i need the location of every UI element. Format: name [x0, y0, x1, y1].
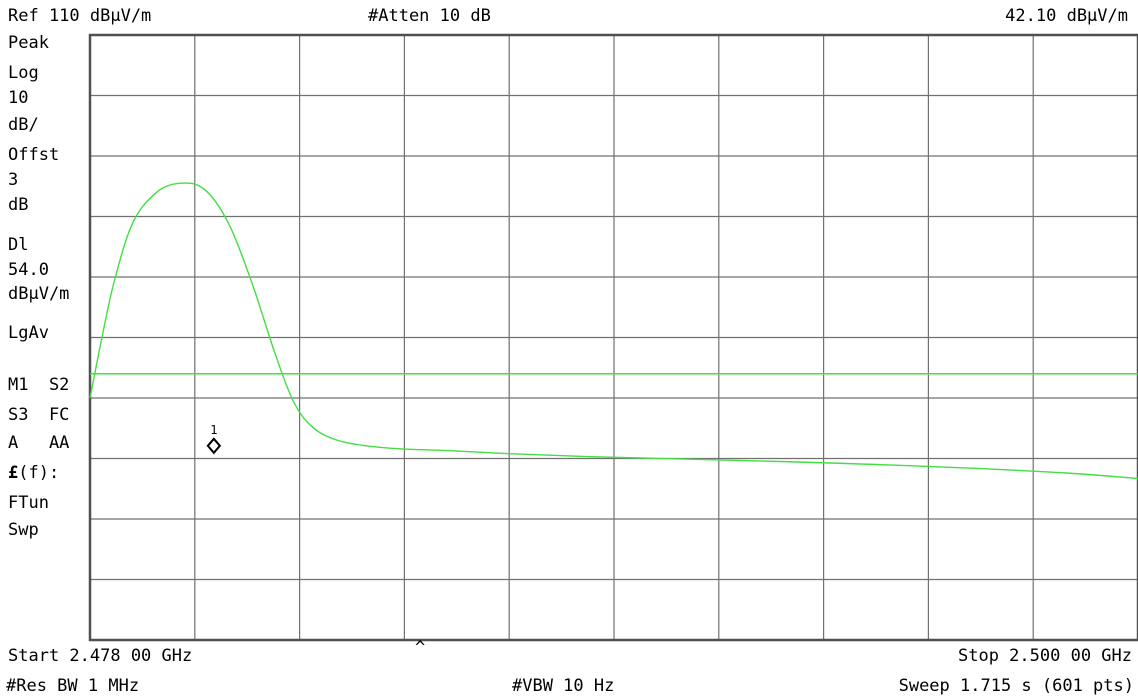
stop-frequency: Stop 2.500 00 GHz	[958, 646, 1132, 666]
resolution-bandwidth: #Res BW 1 MHz	[6, 676, 140, 696]
scale-type-label: Log	[8, 63, 39, 83]
video-bandwidth: #VBW 10 Hz	[512, 676, 615, 696]
offset-unit: dB	[8, 195, 29, 215]
display-line-unit: dBμV/m	[8, 284, 70, 304]
scale-unit: dB/	[8, 115, 39, 135]
display-line-value: 54.0	[8, 260, 49, 280]
average-mode-label: LgAv	[8, 323, 49, 343]
start-frequency: Start 2.478 00 GHz	[8, 646, 193, 666]
marker-1-label: 1	[210, 423, 217, 437]
attenuation-label: #Atten 10 dB	[368, 6, 491, 26]
sweep-time: Sweep 1.715 s (601 pts)	[898, 676, 1134, 696]
ftun-label: FTun	[8, 493, 49, 513]
marker-readout: 42.10 dBμV/m	[1005, 6, 1128, 26]
center-marker-caret: ^	[415, 638, 426, 658]
function-suffix: (f):	[18, 463, 60, 483]
offset-value: 3	[8, 170, 19, 190]
trace-flags-row-2: S3 FC	[8, 405, 70, 425]
detector-label: Peak	[8, 33, 49, 53]
sweep-mode-label: Swp	[8, 520, 39, 540]
ref-level-label: Ref 110 dBμV/m	[8, 6, 152, 26]
function-label: £(f):	[8, 463, 59, 483]
spectrum-trace	[89, 182, 1138, 480]
scale-value: 10	[8, 88, 29, 108]
display-line-label: Dl	[8, 235, 29, 255]
offset-label: Offst	[8, 145, 60, 165]
function-symbol: £	[8, 463, 19, 483]
marker-1-diamond	[206, 437, 222, 455]
trace-flags-row-1: M1 S2	[8, 375, 70, 395]
plot-frame	[88, 33, 1138, 642]
trace-flags-row-3: A AA	[8, 433, 70, 453]
